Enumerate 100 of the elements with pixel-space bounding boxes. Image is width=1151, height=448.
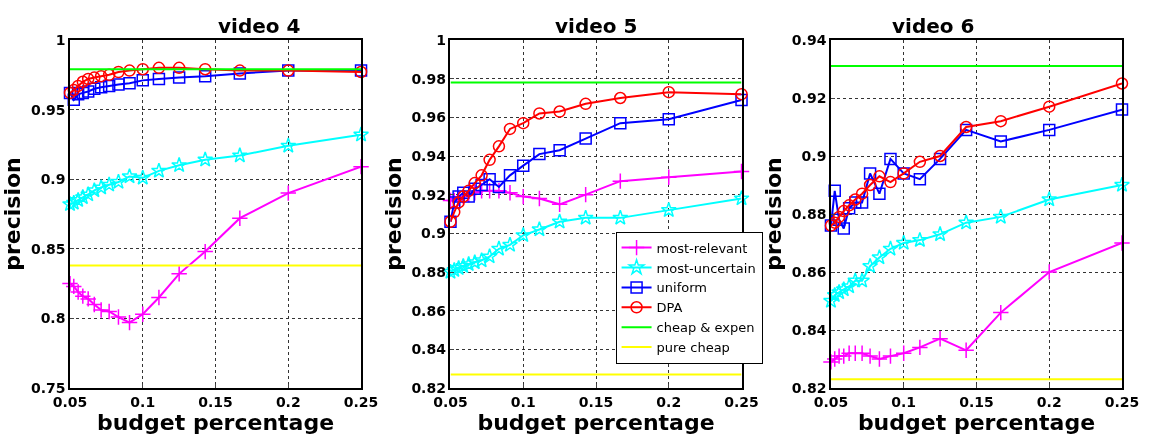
- point: [932, 225, 949, 242]
- point: [198, 69, 212, 83]
- point: [446, 261, 463, 278]
- point: [614, 116, 627, 130]
- point: [516, 159, 530, 172]
- point: [992, 304, 1010, 322]
- point: [515, 226, 532, 243]
- point: [660, 201, 677, 218]
- point: [110, 173, 127, 189]
- point: [863, 178, 877, 192]
- x-tick-label: 0.25: [724, 393, 759, 410]
- point: [551, 195, 569, 213]
- legend-label: most-relevant: [656, 240, 748, 256]
- y-tick-label: 0.9: [421, 225, 446, 242]
- point: [994, 135, 1008, 148]
- x-tick-label: 0.05: [813, 393, 849, 410]
- point: [826, 286, 843, 303]
- point: [735, 87, 748, 101]
- point: [931, 330, 949, 348]
- point: [134, 169, 151, 185]
- point: [150, 162, 167, 178]
- point: [533, 107, 546, 120]
- point: [873, 187, 886, 200]
- point: [958, 214, 975, 230]
- point: [81, 72, 95, 86]
- point: [71, 79, 85, 93]
- point: [93, 179, 110, 195]
- point: [862, 257, 879, 274]
- point: [279, 184, 297, 202]
- point: [65, 194, 82, 210]
- point: [171, 156, 188, 173]
- point: [835, 280, 852, 297]
- point: [614, 91, 627, 105]
- point: [473, 251, 490, 268]
- point: [468, 176, 482, 190]
- point: [861, 347, 879, 365]
- point: [102, 79, 116, 93]
- point: [503, 169, 517, 182]
- point: [855, 196, 869, 209]
- point: [837, 204, 851, 218]
- point: [847, 272, 864, 288]
- x-axis-title: budget percentage: [477, 409, 715, 435]
- point: [826, 350, 844, 368]
- point: [994, 114, 1008, 128]
- point: [957, 341, 975, 359]
- point: [911, 338, 929, 356]
- point: [1040, 263, 1058, 281]
- point: [123, 64, 136, 77]
- point: [1042, 100, 1056, 113]
- point: [884, 152, 897, 166]
- y-tick-label: 0.86: [411, 302, 446, 319]
- point: [462, 184, 475, 198]
- point: [895, 344, 913, 362]
- point: [136, 62, 150, 76]
- point: [483, 172, 496, 186]
- point: [1115, 103, 1129, 116]
- point: [492, 180, 506, 194]
- y-tick-label: 0.96: [411, 109, 446, 126]
- point: [152, 72, 166, 86]
- point: [855, 187, 869, 200]
- legend-label: most-uncertain: [656, 260, 756, 276]
- point: [992, 208, 1009, 224]
- point: [455, 257, 472, 274]
- y-axis-title: precision: [0, 157, 26, 271]
- point: [74, 188, 91, 205]
- point: [1113, 176, 1131, 192]
- point: [733, 163, 750, 180]
- point: [198, 62, 212, 76]
- chart-title: video 6: [892, 14, 975, 38]
- point: [895, 234, 912, 250]
- y-tick-label: 0.88: [411, 263, 446, 280]
- x-tick-label: 0.1: [510, 393, 536, 410]
- y-tick-label: 0.84: [791, 321, 827, 338]
- x-tick-label: 0.1: [130, 393, 156, 410]
- point: [452, 196, 465, 209]
- point: [577, 186, 595, 204]
- chart-title: video 5: [555, 14, 638, 38]
- legend-label: uniform: [656, 280, 707, 296]
- y-tick-label: 1: [436, 31, 446, 48]
- point: [88, 71, 101, 84]
- point: [67, 83, 81, 97]
- point: [475, 169, 488, 182]
- point: [197, 151, 214, 167]
- point: [913, 172, 927, 186]
- point: [70, 191, 87, 208]
- chart-title: video 4: [218, 14, 301, 38]
- point: [733, 190, 750, 206]
- point: [514, 188, 532, 206]
- point: [911, 231, 928, 248]
- point: [841, 278, 858, 294]
- point: [280, 137, 297, 153]
- point: [483, 153, 496, 167]
- x-tick-label: 0.2: [656, 393, 682, 410]
- point: [662, 85, 676, 99]
- point: [551, 213, 568, 229]
- y-tick-label: 0.75: [30, 379, 66, 396]
- y-axis-title: precision: [380, 157, 406, 271]
- point: [553, 105, 566, 118]
- point: [61, 195, 79, 212]
- point: [873, 170, 886, 183]
